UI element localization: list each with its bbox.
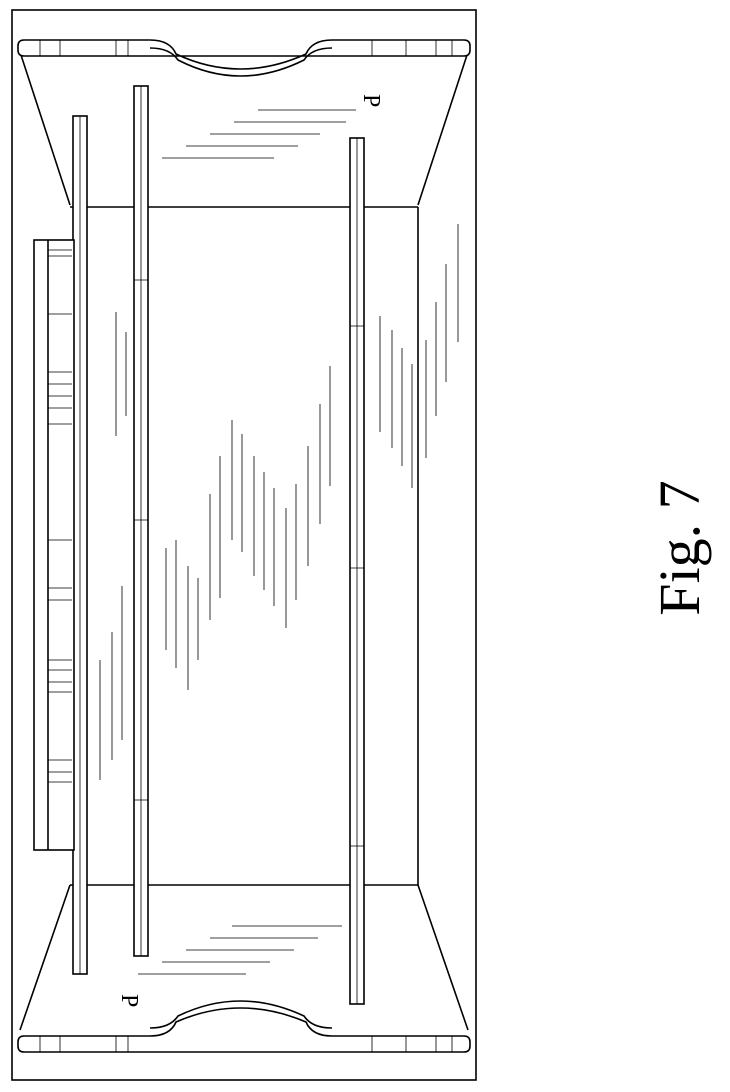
figure-label: Fig. 7 <box>651 480 709 615</box>
interior-shading <box>100 224 458 780</box>
right-rail <box>350 138 364 1004</box>
panel-mark-bottom: P <box>116 994 142 1007</box>
left-rail <box>73 116 87 974</box>
outer-slab <box>34 240 74 850</box>
middle-rail <box>134 86 148 956</box>
panel-mark-top: P <box>358 94 384 107</box>
